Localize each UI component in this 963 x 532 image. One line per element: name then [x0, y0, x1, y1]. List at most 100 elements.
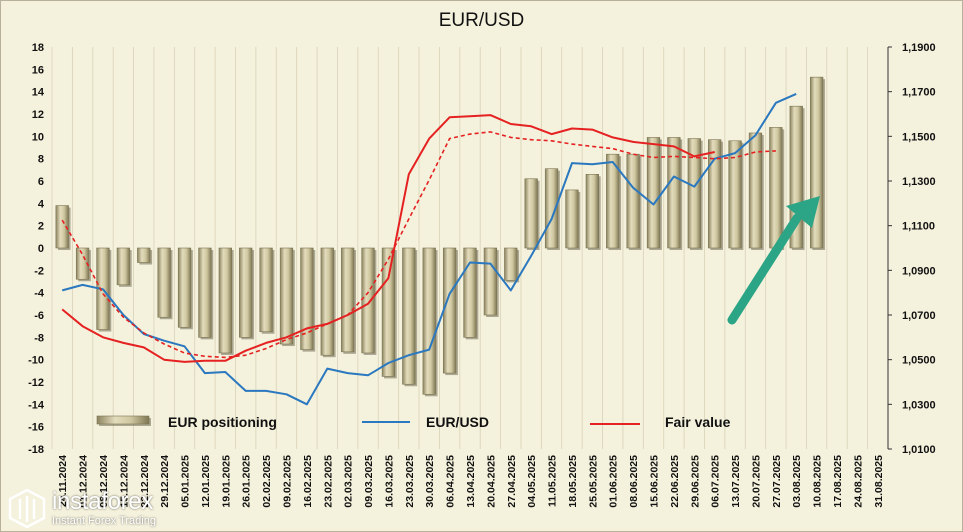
y-right-tick-label: 1,1900: [902, 42, 936, 54]
y-left-tick-label: 4: [38, 198, 45, 210]
y-left-tick-label: -2: [34, 265, 44, 277]
y-right-tick-label: 1,0100: [902, 444, 936, 456]
y-left-tick-label: 18: [32, 42, 44, 54]
y-left-tick-label: 10: [32, 131, 44, 143]
x-tick-label: 22.12.2024: [139, 455, 151, 508]
x-tick-label: 06.07.2025: [710, 455, 722, 508]
y-left-tick-label: -12: [28, 377, 44, 389]
y-left-tick-label: 0: [38, 243, 44, 255]
legend-label: Fair value: [665, 414, 731, 430]
y-left-tick-label: 2: [38, 221, 44, 233]
y-left-tick-label: -14: [28, 399, 45, 411]
y-left-tick-label: -16: [28, 422, 44, 434]
bar: [646, 137, 661, 249]
x-tick-label: 26.01.2025: [241, 455, 253, 508]
bar: [239, 247, 253, 338]
arrow-head: [786, 196, 820, 228]
y-left-tick-label: -6: [34, 310, 44, 322]
x-tick-label: 03.08.2025: [791, 455, 803, 508]
y-right-tick-label: 1,1300: [902, 176, 936, 188]
x-tick-label: 19.01.2025: [220, 455, 232, 508]
logo-icon: [8, 488, 46, 528]
bar: [137, 247, 151, 263]
y-left-tick-label: -4: [34, 288, 45, 300]
x-tick-label: 06.04.2025: [445, 455, 457, 508]
x-tick-label: 16.02.2025: [302, 455, 314, 508]
x-tick-label: 09.03.2025: [363, 455, 375, 508]
bar: [422, 247, 436, 395]
legend-swatch-bar: [96, 415, 150, 425]
x-tick-label: 29.06.2025: [689, 455, 701, 508]
legend-label: EUR/USD: [426, 414, 489, 430]
y-left-tick-label: 8: [38, 154, 44, 166]
bar: [667, 137, 681, 249]
fair-value-line: [61, 114, 715, 363]
instaforex-logo: instaforex Instant Forex Trading: [6, 488, 196, 528]
x-tick-label: 15.06.2025: [649, 455, 661, 508]
bar: [341, 247, 355, 353]
bar: [442, 247, 457, 374]
line-series: [61, 92, 797, 406]
y-left-tick-label: -18: [28, 444, 44, 456]
x-tick-label: 05.01.2025: [180, 455, 192, 508]
x-tick-label: 20.07.2025: [750, 455, 762, 508]
y-right-tick-label: 1,0300: [902, 399, 936, 411]
bar: [626, 153, 640, 249]
grid-lines: [51, 47, 889, 449]
x-tick-label: 08.12.2024: [98, 455, 110, 508]
y-right-tick-label: 1,1100: [902, 221, 935, 233]
bar: [320, 247, 334, 356]
x-tick-label: 12.01.2025: [200, 455, 212, 508]
x-tick-label: 22.06.2025: [669, 455, 681, 508]
x-tick-label: 31.08.2025: [873, 455, 885, 508]
y-left-tick-label: 12: [32, 109, 44, 121]
bar: [483, 247, 498, 316]
x-tick-label: 24.08.2025: [852, 455, 864, 508]
y-left-tick-label: 14: [32, 87, 45, 99]
trend-arrow: [727, 196, 820, 325]
axes: 18 16 14 12 10 8 6 4 2 0 -2 -4 -6 -8 -10 -12 -14 -16 -18 1,…: [28, 42, 936, 508]
y-right-tick-label: 1,1700: [902, 87, 936, 99]
bar: [687, 138, 701, 249]
bar: [606, 153, 620, 249]
x-tick-label: 04.05.2025: [526, 455, 538, 508]
x-tick-label: 27.07.2025: [771, 455, 783, 508]
bar: [524, 178, 538, 249]
x-tick-label: 02.02.2025: [261, 455, 273, 508]
arrow-shaft: [727, 213, 802, 325]
bar: [585, 174, 599, 249]
y-left-tick-label: 6: [38, 176, 44, 188]
x-tick-label: 01.06.2025: [608, 455, 620, 508]
x-tick-label: 08.06.2025: [628, 455, 640, 508]
bar: [565, 189, 579, 249]
x-tick-label: 01.12.2024: [78, 455, 90, 508]
fair-value-dashed-line: [61, 131, 776, 359]
bar: [75, 247, 90, 280]
bar: [279, 247, 294, 345]
x-tick-label: 27.04.2025: [506, 455, 518, 508]
bar: [544, 168, 559, 249]
y-right-tick-label: 1,0500: [902, 355, 936, 367]
y-left-tick-label: 16: [32, 64, 44, 76]
x-tick-label: 11.05.2025: [547, 455, 559, 507]
eurusd-line: [61, 92, 797, 406]
x-tick-label: 13.04.2025: [465, 455, 477, 508]
x-tick-label: 18.05.2025: [567, 455, 579, 508]
bar: [504, 247, 518, 281]
y-right-tick-label: 1,0900: [902, 265, 936, 277]
bar: [157, 247, 171, 318]
bar: [259, 247, 273, 333]
bar: [463, 247, 477, 338]
x-tick-label: 23.03.2025: [404, 455, 416, 508]
bar: [218, 247, 232, 354]
bar: [361, 247, 375, 354]
x-tick-label: 25.05.2025: [587, 455, 599, 508]
y-left-tick-label: -10: [28, 355, 44, 367]
x-tick-label: 09.02.2025: [281, 455, 293, 508]
x-tick-label: 13.07.2025: [730, 455, 742, 508]
bar-series: [55, 76, 825, 397]
y-right-tick-label: 1,0700: [902, 310, 936, 322]
logo-subtext: Instant Forex Trading: [52, 515, 156, 527]
x-tick-label: 02.03.2025: [343, 455, 355, 508]
